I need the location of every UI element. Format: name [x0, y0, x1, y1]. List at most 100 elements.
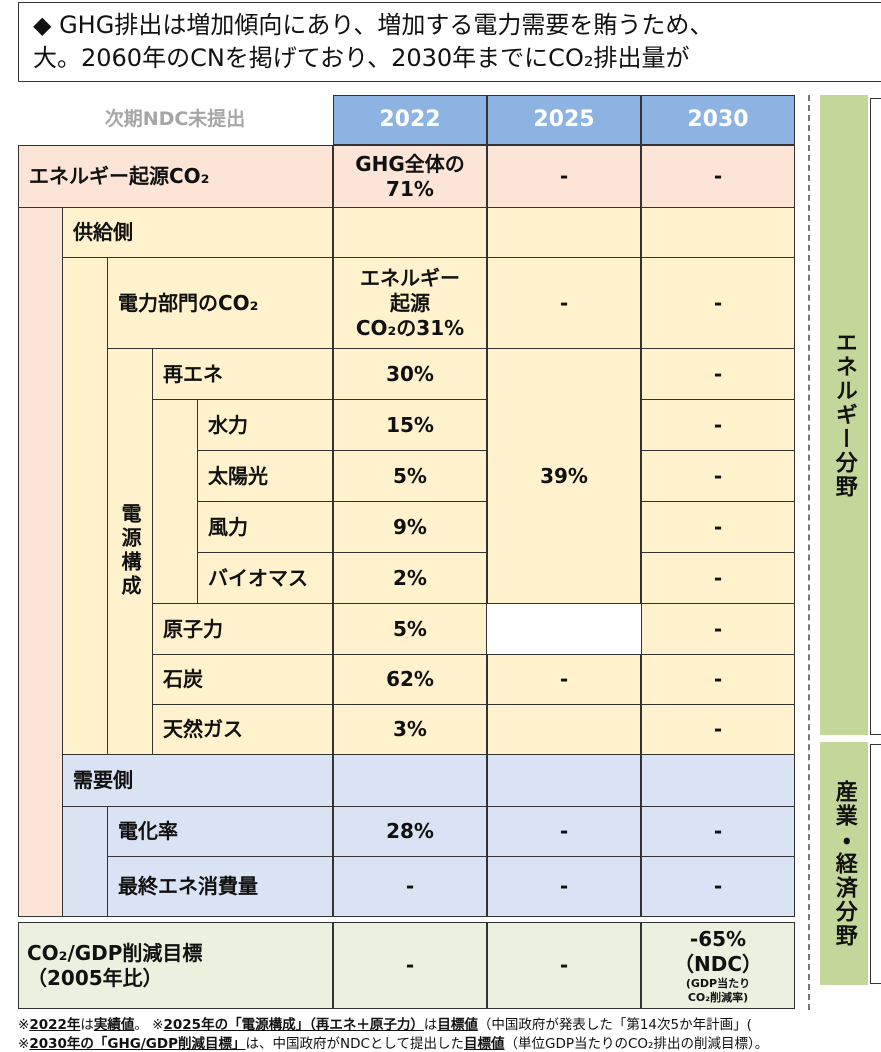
- value-cell: 62%: [333, 654, 487, 705]
- value-cell: -65% （NDC） (GDP当たり CO₂削減率): [641, 922, 795, 1009]
- row-label: 風力: [197, 501, 333, 553]
- value-cell: -: [487, 856, 641, 917]
- value-cell: 5%: [333, 603, 487, 655]
- row-label: 石炭: [152, 654, 333, 705]
- value-cell: -: [333, 856, 487, 917]
- value-cell: -: [641, 501, 795, 553]
- row-label: CO₂/GDP削減目標 （2005年比）: [18, 922, 333, 1009]
- footnote: ※2030年の「GHG/GDP削減目標」は、中国政府がNDCとして提出した目標値…: [18, 1032, 768, 1052]
- cell-value: 15%: [386, 412, 434, 437]
- cell-value: -: [713, 514, 723, 539]
- cell-value: 62%: [386, 667, 434, 691]
- footnote-segment: （中国政府が発表した「第14次5か年計画」(: [477, 1017, 752, 1033]
- cell-value: エネルギー 起源 CO₂の31%: [355, 265, 465, 340]
- value-cell: -: [641, 257, 795, 349]
- cell-value: -: [713, 874, 723, 898]
- row-label: 最終エネ消費量: [107, 856, 333, 917]
- footnote-segment: （単位GDP当たりのCO₂排出の削減目標）。: [504, 1036, 769, 1052]
- cell-value: -: [713, 290, 723, 315]
- cell-value: 5%: [393, 463, 427, 488]
- side-label: 産業・経済分野: [820, 742, 868, 985]
- value-cell: [641, 207, 795, 258]
- footnote-segment: 2030年の「GHG/GDP削減目標」: [29, 1036, 246, 1052]
- value-cell: -: [333, 922, 487, 1009]
- cell-value: -: [713, 819, 723, 843]
- row-label: 太陽光: [197, 450, 333, 502]
- cell-value: -: [713, 565, 723, 590]
- value-cell: 28%: [333, 806, 487, 857]
- value-cell: 3%: [333, 704, 487, 755]
- cell-value: -: [559, 874, 569, 898]
- value-cell: -: [487, 654, 641, 705]
- cell-value: -: [405, 953, 415, 977]
- footnote: ※2022年は実績値。 ※2025年の「電源構成」（再エネ＋原子力）は目標値（中…: [18, 1013, 752, 1033]
- value-cell: GHG全体の 71%: [333, 145, 487, 208]
- row-label: 電力部門のCO₂: [107, 257, 333, 349]
- value-cell: [333, 754, 487, 807]
- row-label: バイオマス: [197, 552, 333, 604]
- cell-value: -: [713, 667, 723, 691]
- value-cell: -: [641, 806, 795, 857]
- column-header: 2025: [487, 95, 641, 145]
- footnote-segment: 目標値: [437, 1017, 478, 1033]
- cell-note: (GDP当たり CO₂削減率): [685, 976, 751, 1004]
- value-cell: -: [487, 806, 641, 857]
- value-cell: 30%: [333, 348, 487, 400]
- footnote-segment: は: [80, 1017, 94, 1033]
- cell-value: -: [559, 164, 569, 188]
- row-label: 天然ガス: [152, 704, 333, 755]
- cut-panel: [870, 98, 881, 735]
- value-cell: -: [641, 603, 795, 655]
- value-cell: -: [641, 704, 795, 755]
- cell-value: -: [713, 616, 723, 641]
- cell-value: 39%: [540, 463, 588, 488]
- cell-value: 28%: [386, 819, 434, 843]
- value-cell: -: [641, 348, 795, 400]
- value-cell: [487, 754, 641, 807]
- cell-value: -: [559, 667, 569, 691]
- footnote-segment: 目標値: [463, 1036, 505, 1052]
- note: 次期NDC未提出: [104, 108, 246, 131]
- column-header: 2030: [641, 95, 795, 145]
- row-label: 原子力: [152, 603, 333, 655]
- value-cell: 2%: [333, 552, 487, 604]
- value-cell: [333, 207, 487, 258]
- row-label: 電化率: [107, 806, 333, 857]
- value-cell: -: [641, 552, 795, 604]
- column-header: 2022: [333, 95, 487, 145]
- value-cell: -: [487, 257, 641, 349]
- cut-panel: [870, 744, 881, 984]
- header-line: ◆ GHG排出は増加傾向にあり、増加する電力需要を賄うため、: [33, 11, 714, 39]
- value-cell: -: [641, 145, 795, 208]
- cell-value: -: [713, 361, 723, 386]
- side-label: エネルギー分野: [820, 95, 868, 735]
- header: ◆ GHG排出は増加傾向にあり、増加する電力需要を賄うため、 大。2060年のC…: [18, 2, 881, 82]
- value-cell: 15%: [333, 399, 487, 451]
- cell-value: -: [713, 164, 723, 188]
- footnote-segment: は、中国政府がNDCとして提出した: [245, 1036, 464, 1052]
- footnote-segment: 2022年: [29, 1017, 81, 1033]
- value-cell: [641, 754, 795, 807]
- divider: [808, 95, 810, 1010]
- value-cell: [487, 207, 641, 258]
- value-cell: -: [487, 145, 641, 208]
- footnote-segment: は: [423, 1017, 438, 1033]
- value-cell: -: [487, 922, 641, 1009]
- group-label: 電源構成: [118, 503, 142, 599]
- value-cell: 5%: [333, 450, 487, 502]
- value-cell: エネルギー 起源 CO₂の31%: [333, 257, 487, 349]
- value-cell: -: [641, 856, 795, 917]
- value-cell: -: [641, 450, 795, 502]
- cell-value: -: [405, 874, 415, 898]
- value-cell: [487, 704, 641, 755]
- row-label: 水力: [197, 399, 333, 451]
- cell-value: -: [713, 412, 723, 437]
- value-cell: -: [641, 399, 795, 451]
- value-cell: 9%: [333, 501, 487, 553]
- footnote-segment: ※: [18, 1017, 30, 1033]
- value-cell: 39%: [487, 348, 641, 604]
- row-label: 再エネ: [152, 348, 333, 400]
- cell-value: -65% （NDC）: [673, 926, 763, 976]
- cell-value: GHG全体の 71%: [355, 151, 465, 201]
